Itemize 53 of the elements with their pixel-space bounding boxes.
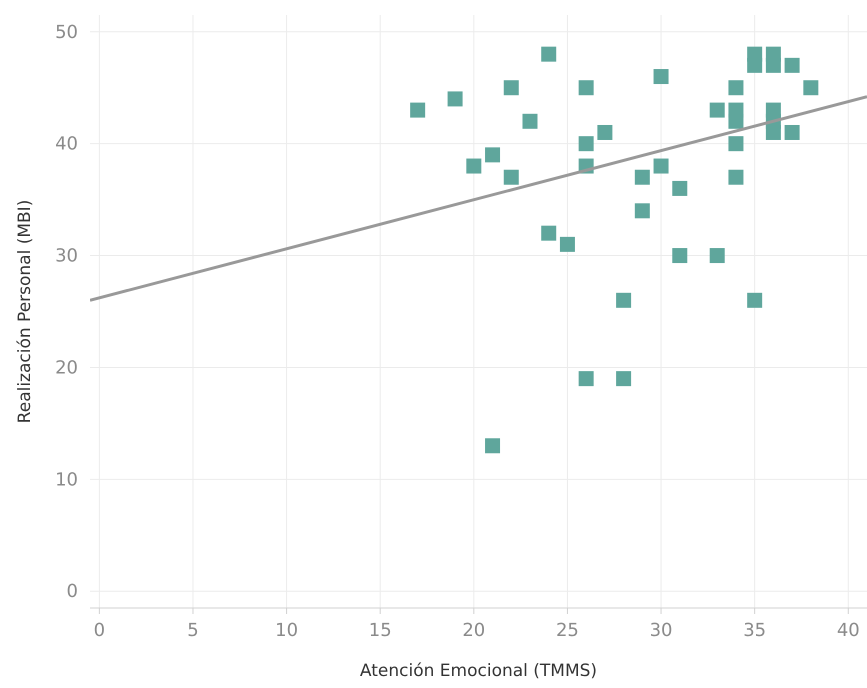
point (803, 80, 818, 96)
point (672, 180, 688, 196)
point (541, 226, 556, 241)
point (578, 136, 594, 152)
point (784, 58, 800, 73)
point (578, 80, 594, 96)
point (728, 114, 744, 129)
point (728, 80, 744, 96)
point (634, 170, 650, 185)
point (710, 102, 725, 118)
point (766, 58, 781, 73)
y-tick-label: 20 (55, 357, 78, 378)
y-tick-label: 10 (55, 469, 78, 490)
point (784, 124, 800, 140)
y-tick-label: 0 (66, 581, 78, 602)
y-axis-title: Realización Personal (MBI) (15, 200, 35, 424)
point (504, 170, 519, 185)
point (560, 236, 575, 252)
point (616, 292, 632, 308)
point (634, 203, 650, 218)
point (654, 158, 669, 174)
x-tick-label: 15 (368, 620, 392, 641)
x-tick-label: 30 (650, 620, 672, 641)
x-tick-label: 25 (556, 620, 579, 641)
x-tick-label: 35 (743, 620, 766, 641)
x-tick-label: 10 (275, 620, 298, 641)
point (766, 124, 781, 140)
point (710, 248, 725, 264)
x-axis-title: Atención Emocional (TMMS) (360, 661, 598, 681)
point (485, 438, 500, 454)
x-tick-label: 40 (836, 620, 860, 641)
point (616, 371, 632, 386)
point (541, 46, 556, 62)
x-tick-label: 0 (94, 620, 106, 641)
x-tick-label: 5 (187, 620, 199, 641)
y-tick-label: 50 (55, 22, 78, 43)
point (504, 80, 519, 96)
point (578, 371, 594, 386)
y-tick-label: 30 (55, 246, 78, 267)
point (522, 114, 538, 129)
point (597, 124, 612, 140)
point (728, 170, 744, 185)
point (654, 69, 669, 84)
point (466, 158, 482, 174)
point (485, 147, 500, 162)
point (747, 58, 762, 73)
point (728, 136, 744, 152)
point (747, 292, 762, 308)
point (410, 102, 426, 118)
y-tick-label: 40 (55, 134, 78, 155)
x-tick-label: 20 (462, 620, 486, 641)
point (448, 91, 463, 106)
point (672, 248, 688, 264)
